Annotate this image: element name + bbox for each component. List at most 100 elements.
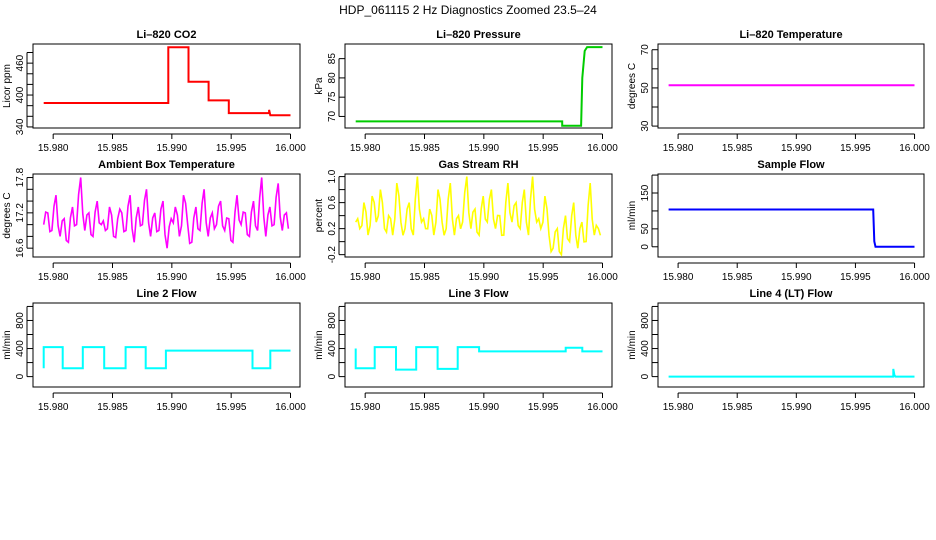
panel-title: Gas Stream RH — [438, 159, 518, 171]
x-tick-label: 15.990 — [469, 143, 500, 154]
x-tick-label: 15.990 — [781, 402, 812, 413]
y-tick-label: 0 — [15, 373, 26, 379]
y-tick-label: 800 — [15, 312, 26, 329]
y-tick-label: 400 — [15, 86, 26, 103]
plot-frame — [657, 302, 925, 388]
y-tick-label: 0.6 — [327, 195, 338, 209]
y-axis-label: ml/min — [2, 330, 13, 359]
plot-frame — [344, 43, 613, 129]
y-tick-label: 0 — [640, 373, 651, 379]
y-axis-label: ml/min — [314, 330, 325, 359]
data-series-line — [668, 208, 915, 248]
x-tick-label: 15.995 — [528, 402, 559, 413]
x-tick-label: 15.980 — [38, 143, 69, 154]
x-tick-label: 16.000 — [587, 402, 618, 413]
x-tick-label: 15.985 — [722, 272, 753, 283]
panel-title: Li–820 Pressure — [436, 29, 520, 41]
data-series-line — [354, 346, 603, 371]
panel-title: Line 4 (LT) Flow — [750, 288, 833, 300]
plot-frame — [657, 43, 925, 129]
y-axis-label: percent — [314, 199, 325, 233]
x-tick-label: 15.995 — [216, 402, 247, 413]
data-series-line — [355, 176, 602, 258]
y-tick-label: 50 — [640, 82, 651, 94]
y-axis-label: degrees C — [2, 192, 13, 238]
x-tick-label: 15.990 — [781, 272, 812, 283]
y-tick-label: 50 — [640, 223, 651, 235]
panel-title: Line 3 Flow — [449, 288, 509, 300]
x-tick-label: 16.000 — [275, 402, 306, 413]
x-tick-label: 15.995 — [528, 272, 559, 283]
plot-frame — [32, 173, 301, 258]
y-tick-label: 400 — [15, 340, 26, 357]
y-tick-label: 85 — [327, 53, 338, 65]
data-series-line — [43, 46, 291, 117]
x-tick-label: 15.990 — [469, 402, 500, 413]
data-series-line — [42, 177, 290, 249]
y-tick-label: 150 — [640, 184, 651, 201]
panel-title: Li–820 CO2 — [137, 29, 197, 41]
y-tick-label: 17.2 — [15, 203, 26, 223]
y-axis-label: degrees C — [627, 63, 638, 109]
y-tick-label: 16.6 — [15, 238, 26, 258]
x-tick-label: 15.985 — [409, 402, 440, 413]
x-tick-label: 15.990 — [469, 272, 500, 283]
plot-frame — [32, 302, 301, 388]
y-tick-label: 75 — [327, 91, 338, 103]
x-tick-label: 15.985 — [409, 272, 440, 283]
x-tick-label: 15.995 — [216, 272, 247, 283]
x-tick-label: 16.000 — [899, 402, 930, 413]
plot-frame — [657, 173, 925, 258]
x-tick-label: 15.990 — [157, 143, 188, 154]
x-tick-label: 15.985 — [97, 143, 128, 154]
figure-title: HDP_061115 2 Hz Diagnostics Zoomed 23.5–… — [339, 3, 597, 17]
y-tick-label: 70 — [327, 110, 338, 122]
x-tick-label: 15.980 — [38, 272, 69, 283]
y-tick-label: -0.2 — [327, 246, 338, 264]
panel-3: Li–820 Temperature 15.980 15.985 15.990 15.9… — [627, 29, 930, 154]
panel-1: Li–820 CO2 15.980 15.985 15.990 15.995 16.000… — [2, 29, 306, 154]
y-tick-label: 0.2 — [327, 221, 338, 235]
x-tick-label: 15.980 — [350, 402, 381, 413]
y-tick-label: 1.0 — [327, 169, 338, 183]
x-tick-label: 15.980 — [350, 143, 381, 154]
x-tick-label: 15.990 — [157, 272, 188, 283]
y-tick-label: 17.8 — [15, 167, 26, 187]
y-tick-label: 30 — [640, 120, 651, 132]
data-series-line — [355, 46, 603, 127]
x-tick-label: 15.985 — [97, 402, 128, 413]
x-tick-label: 15.985 — [722, 143, 753, 154]
y-tick-label: 0 — [640, 244, 651, 250]
y-axis-label: kPa — [314, 77, 325, 95]
y-axis-label: ml/min — [627, 330, 638, 359]
x-tick-label: 15.990 — [781, 143, 812, 154]
y-tick-label: 800 — [327, 312, 338, 329]
x-tick-label: 15.980 — [38, 402, 69, 413]
y-axis-label: ml/min — [627, 201, 638, 230]
y-tick-label: 460 — [15, 54, 26, 71]
x-tick-label: 16.000 — [275, 143, 306, 154]
x-tick-label: 15.985 — [722, 402, 753, 413]
plot-frame — [344, 302, 613, 388]
x-tick-label: 16.000 — [587, 143, 618, 154]
panel-9: Line 4 (LT) Flow 15.980 15.985 15.990 15.995… — [627, 288, 930, 413]
panel-2: Li–820 Pressure 15.980 15.985 15.990 15.995 1… — [314, 29, 618, 154]
panel-title: Ambient Box Temperature — [98, 159, 235, 171]
plot-frame — [32, 43, 301, 129]
panel-4: Ambient Box Temperature 15.980 15.985 15.99… — [2, 159, 306, 283]
data-series-line — [42, 346, 291, 370]
x-tick-label: 15.995 — [528, 143, 559, 154]
y-tick-label: 400 — [640, 340, 651, 357]
panel-8: Line 3 Flow 15.980 15.985 15.990 15.995 16.00… — [314, 288, 618, 413]
x-tick-label: 15.980 — [663, 272, 694, 283]
panel-title: Li–820 Temperature — [739, 29, 842, 41]
y-tick-label: 70 — [640, 44, 651, 56]
panel-7: Line 2 Flow 15.980 15.985 15.990 15.995 16.00… — [2, 288, 306, 413]
panel-6: Sample Flow 15.980 15.985 15.990 15.995 16.00… — [627, 159, 930, 283]
data-series-line — [668, 368, 915, 378]
panel-5: Gas Stream RH 15.980 15.985 15.990 15.995 16.… — [314, 159, 618, 283]
x-tick-label: 15.995 — [216, 143, 247, 154]
x-tick-label: 15.980 — [350, 272, 381, 283]
x-tick-label: 16.000 — [899, 272, 930, 283]
x-tick-label: 16.000 — [899, 143, 930, 154]
